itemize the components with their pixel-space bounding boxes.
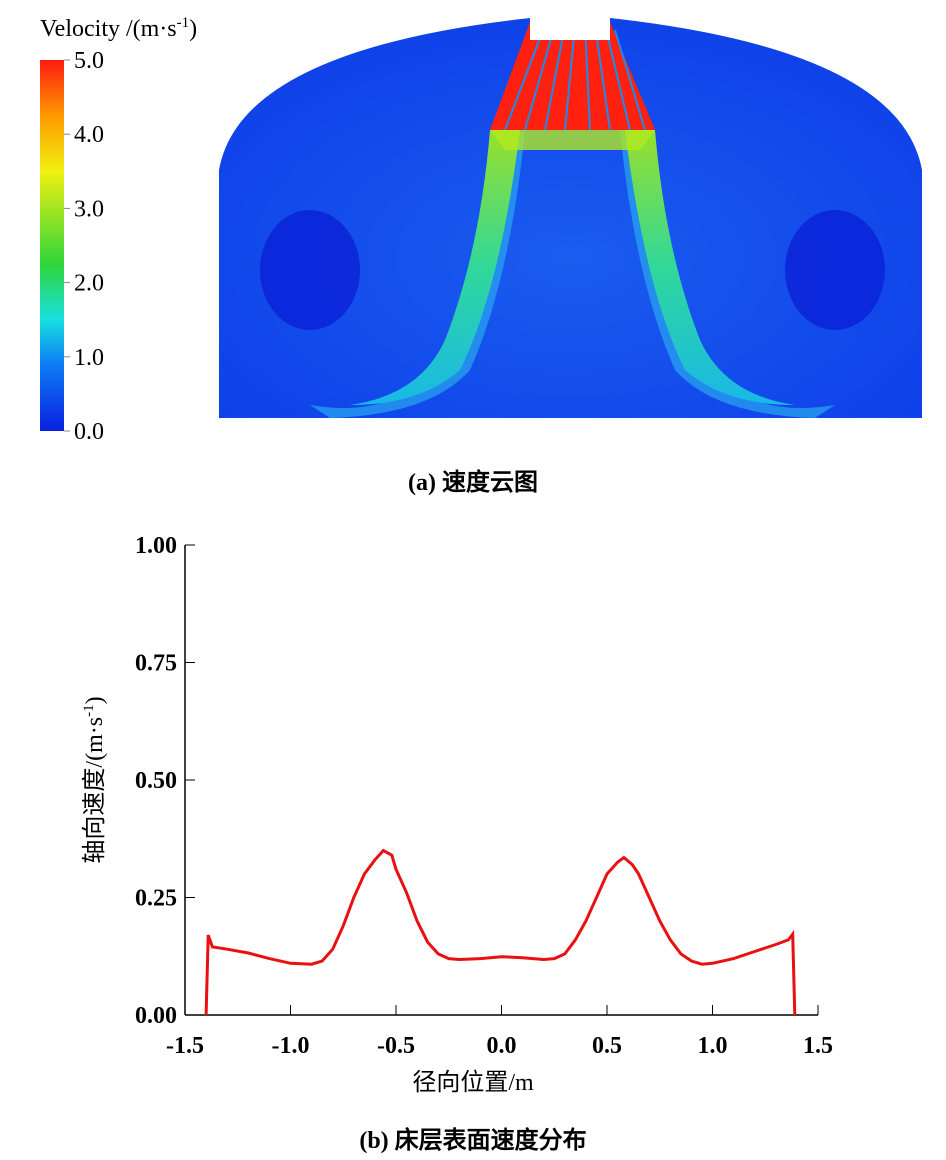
caption-a: (a) 速度云图 (408, 468, 538, 496)
colorbar-gradient (40, 60, 64, 431)
x-tick-label: 1.5 (803, 1033, 833, 1059)
y-tick-label: 0.00 (135, 1003, 177, 1029)
caption-b: (b) 床层表面速度分布 (359, 1126, 586, 1154)
velocity-contour (219, 18, 922, 418)
x-tick-label: -1.5 (166, 1033, 204, 1059)
colorbar-tick-label: 1.0 (74, 345, 104, 371)
x-tick-label: 0.5 (592, 1033, 622, 1059)
y-tick-label: 0.25 (135, 886, 177, 912)
colorbar: Velocity /(m·s-1) 5.0 4.0 3.0 2.0 1.0 0.0 (40, 15, 197, 445)
y-axis-label: 轴向速度/(m·s-1) (81, 696, 108, 863)
x-tick-label: -0.5 (377, 1033, 415, 1059)
x-axis-label: 径向位置/m (412, 1069, 534, 1096)
y-tick-label: 0.50 (135, 768, 177, 794)
series-line (204, 848, 797, 1016)
x-tick-label: 0.0 (487, 1033, 517, 1059)
colorbar-tick-label: 0.0 (74, 419, 104, 445)
colorbar-tick-label: 2.0 (74, 271, 104, 297)
colorbar-title: Velocity /(m·s-1) (40, 15, 197, 42)
x-tick-label: -1.0 (272, 1033, 310, 1059)
colorbar-tick-label: 3.0 (74, 196, 104, 222)
line-chart: -1.5 -1.0 -0.5 0.0 0.5 1.0 1.5 0.00 0.25 0.50 0.75… (81, 533, 833, 1154)
y-tick-label: 0.75 (135, 651, 177, 677)
x-tick-label: 1.0 (698, 1033, 728, 1059)
colorbar-tick-label: 5.0 (74, 48, 104, 74)
colorbar-tick-label: 4.0 (74, 122, 104, 148)
y-tick-label: 1.00 (135, 533, 177, 559)
